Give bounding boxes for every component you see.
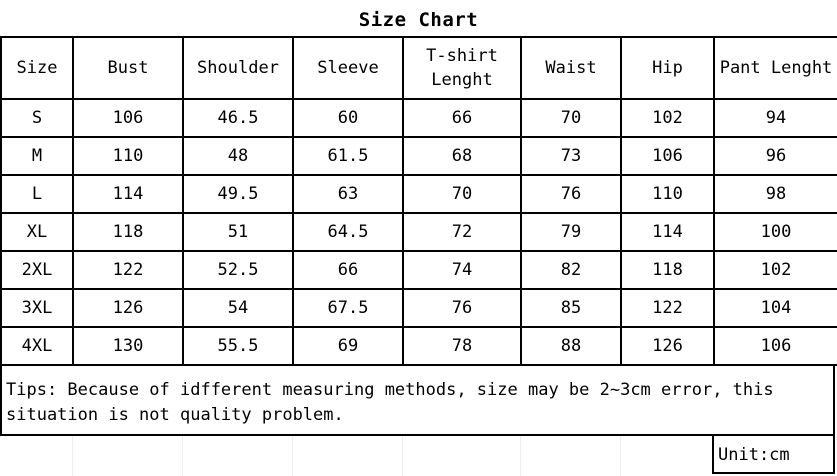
table-cell: 104 xyxy=(713,288,837,328)
table-cell: 67.5 xyxy=(292,288,404,328)
table-row: L 114 49.5 63 70 76 110 98 xyxy=(0,174,837,214)
table-cell: 55.5 xyxy=(182,326,294,366)
table-cell: M xyxy=(0,136,74,176)
table-cell: 106 xyxy=(72,98,184,138)
table-cell: 76 xyxy=(520,174,622,214)
table-cell: 100 xyxy=(713,212,837,252)
table-cell: 122 xyxy=(72,250,184,290)
table-cell: 122 xyxy=(620,288,715,328)
table-cell: 102 xyxy=(713,250,837,290)
table-cell: 76 xyxy=(402,288,522,328)
header-cell: Size xyxy=(0,36,74,100)
header-cell: Waist xyxy=(520,36,622,100)
table-cell: 126 xyxy=(620,326,715,366)
table-row: 4XL 130 55.5 69 78 88 126 106 xyxy=(0,326,837,366)
header-cell: T-shirt Lenght xyxy=(402,36,522,100)
table-cell: 114 xyxy=(620,212,715,252)
table-cell: 48 xyxy=(182,136,294,176)
table-cell: 88 xyxy=(520,326,622,366)
header-cell: Bust xyxy=(72,36,184,100)
chart-title: Size Chart xyxy=(358,9,479,31)
table-cell: 130 xyxy=(72,326,184,366)
table-cell: 85 xyxy=(520,288,622,328)
divider xyxy=(182,436,183,476)
table-cell: 61.5 xyxy=(292,136,404,176)
table-cell: 118 xyxy=(620,250,715,290)
table-cell: 2XL xyxy=(0,250,74,290)
header-cell: Pant Lenght xyxy=(713,36,837,100)
table-cell: 4XL xyxy=(0,326,74,366)
table-row: XL 118 51 64.5 72 79 114 100 xyxy=(0,212,837,252)
table-cell: 66 xyxy=(402,98,522,138)
table-cell: 79 xyxy=(520,212,622,252)
table-cell: 52.5 xyxy=(182,250,294,290)
table-cell: 69 xyxy=(292,326,404,366)
table-cell: 102 xyxy=(620,98,715,138)
table-cell: 110 xyxy=(72,136,184,176)
divider xyxy=(520,436,521,476)
table-cell: 118 xyxy=(72,212,184,252)
table-cell: 3XL xyxy=(0,288,74,328)
table-cell: 68 xyxy=(402,136,522,176)
table-row: M 110 48 61.5 68 73 106 96 xyxy=(0,136,837,176)
divider xyxy=(292,436,293,476)
table-cell: 73 xyxy=(520,136,622,176)
table-cell: 54 xyxy=(182,288,294,328)
table-cell: 110 xyxy=(620,174,715,214)
table-cell: 66 xyxy=(292,250,404,290)
footer-row: Unit:cm xyxy=(0,436,837,476)
table-cell: 72 xyxy=(402,212,522,252)
table-cell: 70 xyxy=(520,98,622,138)
table-cell: 64.5 xyxy=(292,212,404,252)
header-cell: Sleeve xyxy=(292,36,404,100)
table-cell: 49.5 xyxy=(182,174,294,214)
table-header-row: Size Bust Shoulder Sleeve T-shirt Lenght… xyxy=(0,36,837,100)
table-cell: 51 xyxy=(182,212,294,252)
size-table: Size Bust Shoulder Sleeve T-shirt Lenght… xyxy=(0,36,837,366)
table-cell: 82 xyxy=(520,250,622,290)
table-row: S 106 46.5 60 66 70 102 94 xyxy=(0,98,837,138)
table-row: 3XL 126 54 67.5 76 85 122 104 xyxy=(0,288,837,328)
table-cell: 126 xyxy=(72,288,184,328)
table-cell: 98 xyxy=(713,174,837,214)
divider xyxy=(402,436,403,476)
table-cell: 94 xyxy=(713,98,837,138)
header-cell: Shoulder xyxy=(182,36,294,100)
table-cell: 114 xyxy=(72,174,184,214)
table-cell: 74 xyxy=(402,250,522,290)
table-cell: 78 xyxy=(402,326,522,366)
divider xyxy=(620,436,621,476)
table-cell: 46.5 xyxy=(182,98,294,138)
table-cell: S xyxy=(0,98,74,138)
table-cell: 96 xyxy=(713,136,837,176)
unit-label: Unit:cm xyxy=(712,436,835,474)
header-cell: Hip xyxy=(620,36,715,100)
table-cell: 63 xyxy=(292,174,404,214)
table-cell: 106 xyxy=(713,326,837,366)
table-cell: 60 xyxy=(292,98,404,138)
table-cell: 106 xyxy=(620,136,715,176)
table-cell: L xyxy=(0,174,74,214)
table-cell: 70 xyxy=(402,174,522,214)
tips-note: Tips: Because of idfferent measuring met… xyxy=(0,364,835,436)
table-cell: XL xyxy=(0,212,74,252)
divider xyxy=(72,436,73,476)
table-row: 2XL 122 52.5 66 74 82 118 102 xyxy=(0,250,837,290)
